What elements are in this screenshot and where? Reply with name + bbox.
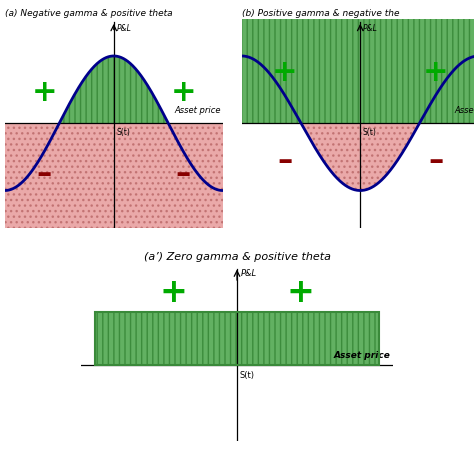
Text: (b) Positive gamma & negative the: (b) Positive gamma & negative the [242, 9, 399, 18]
Text: S(t): S(t) [116, 128, 130, 137]
Text: P&L: P&L [363, 24, 378, 33]
Text: +: + [423, 58, 448, 87]
Text: S(t): S(t) [239, 371, 254, 380]
Text: P&L: P&L [117, 24, 131, 33]
Bar [95, 312, 379, 365]
Text: Asset price: Asset price [174, 106, 221, 115]
Text: Asset price: Asset price [334, 351, 391, 360]
Text: –: – [428, 146, 443, 175]
Text: –: – [175, 159, 191, 188]
Text: +: + [170, 79, 196, 108]
Text: –: – [36, 159, 52, 188]
Text: –: – [277, 146, 292, 175]
Text: +: + [32, 79, 57, 108]
Text: +: + [160, 276, 188, 309]
Text: P&L: P&L [241, 269, 257, 278]
Text: +: + [286, 276, 314, 309]
Text: S(t): S(t) [363, 128, 377, 137]
Title: (a’) Zero gamma & positive theta: (a’) Zero gamma & positive theta [144, 252, 330, 262]
Text: Asset: Asset [454, 106, 474, 115]
Text: (a) Negative gamma & positive theta: (a) Negative gamma & positive theta [5, 9, 173, 18]
Text: +: + [272, 58, 298, 87]
